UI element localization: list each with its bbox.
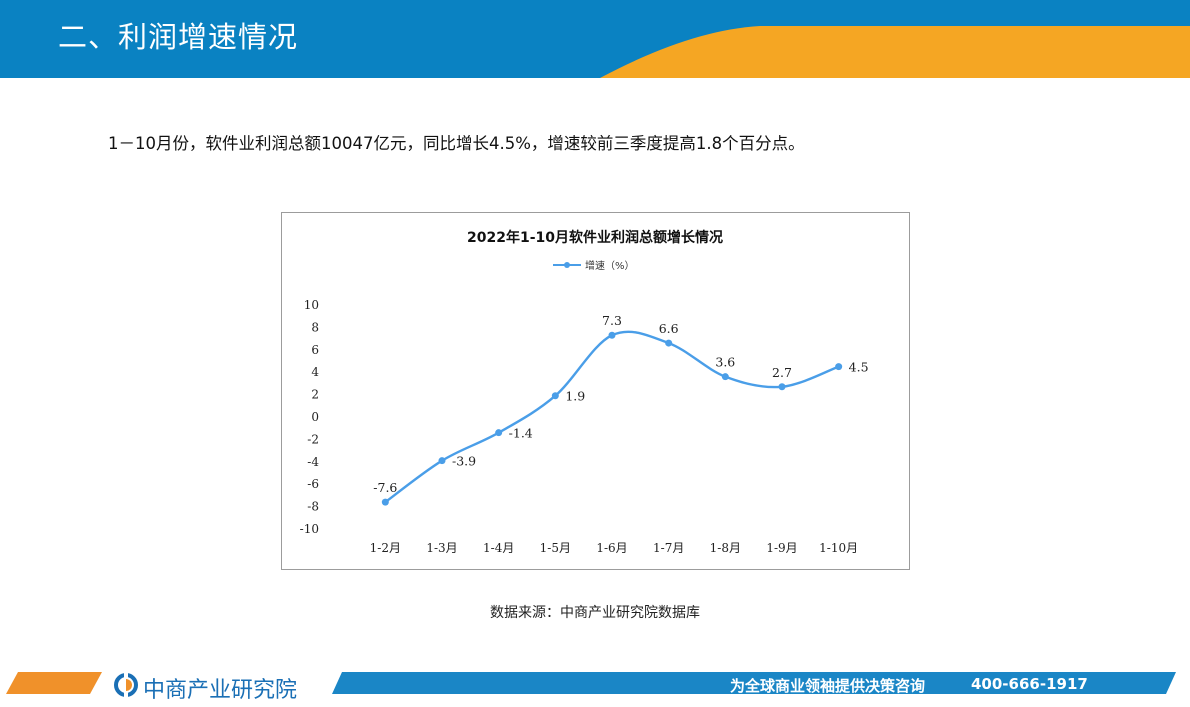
x-tick-label: 1-2月 <box>370 541 401 555</box>
logo-text: 中商产业研究院 <box>143 678 298 703</box>
data-label: -3.9 <box>452 454 476 469</box>
y-tick-label: -6 <box>307 477 319 491</box>
legend-label: 增速（%） <box>585 259 635 272</box>
x-tick-label: 1-9月 <box>766 541 797 555</box>
series-line-group <box>381 330 843 506</box>
x-tick-label: 1-10月 <box>819 541 858 555</box>
data-label: 6.6 <box>659 321 679 336</box>
data-point <box>381 498 389 506</box>
legend-marker <box>564 262 570 268</box>
header-band <box>0 0 1190 78</box>
data-point <box>495 429 503 437</box>
y-tick-label: 2 <box>311 388 319 402</box>
data-point <box>835 363 843 371</box>
zhongshang-logo-icon <box>114 673 138 697</box>
data-point <box>551 392 559 400</box>
line-chart: 2022年1-10月软件业利润总额增长情况 增速（%） 10 8 6 4 2 0 -2 -4 -… <box>300 229 869 555</box>
data-point <box>438 457 446 465</box>
data-label: 3.6 <box>715 355 735 370</box>
data-label: -1.4 <box>509 426 533 441</box>
page-title: 二、利润增速情况 <box>58 20 299 54</box>
series-line <box>384 330 840 504</box>
header-background <box>0 0 1190 78</box>
y-tick-label: -4 <box>307 455 319 469</box>
y-tick-label: 8 <box>311 320 319 334</box>
chart-legend: 增速（%） <box>553 259 635 272</box>
data-label: 2.7 <box>772 365 792 380</box>
data-point <box>665 339 673 347</box>
footer-phone: 400-666-1917 <box>971 675 1088 693</box>
summary-text: 1－10月份，软件业利润总额10047亿元，同比增长4.5%，增速较前三季度提高… <box>108 134 805 153</box>
y-tick-label: -2 <box>307 432 319 446</box>
footer-orange-chevron <box>6 672 102 694</box>
x-tick-label: 1-5月 <box>540 541 571 555</box>
data-point <box>778 383 786 391</box>
y-axis: 10 8 6 4 2 0 -2 -4 -6 -8 -10 <box>300 298 320 536</box>
data-label: -7.6 <box>373 480 397 495</box>
y-tick-label: -8 <box>307 500 319 514</box>
x-tick-label: 1-7月 <box>653 541 684 555</box>
data-label: 4.5 <box>849 360 869 375</box>
footer-background <box>6 672 1176 697</box>
footer-blue-bar <box>332 672 1176 694</box>
header-orange-wave <box>600 26 1190 78</box>
chart-title: 2022年1-10月软件业利润总额增长情况 <box>467 229 723 246</box>
x-tick-label: 1-6月 <box>596 541 627 555</box>
y-tick-label: 6 <box>311 343 319 357</box>
data-labels: -7.6 -3.9 -1.4 1.9 7.3 6.6 3.6 2.7 4.5 <box>373 313 868 495</box>
chart-frame: 2022年1-10月软件业利润总额增长情况 增速（%） 10 8 6 4 2 0 -2 -4 -… <box>281 212 910 570</box>
data-source: 数据来源：中商产业研究院数据库 <box>490 605 700 621</box>
footer-slogan: 为全球商业领袖提供决策咨询 <box>730 677 926 695</box>
y-tick-label: 10 <box>304 298 319 312</box>
x-axis: 1-2月 1-3月 1-4月 1-5月 1-6月 1-7月 1-8月 1-9月 1-10月 <box>370 541 858 555</box>
data-point <box>608 331 616 339</box>
y-tick-label: 0 <box>311 410 319 424</box>
y-tick-label: 4 <box>311 365 319 379</box>
x-tick-label: 1-3月 <box>426 541 457 555</box>
y-tick-label: -10 <box>300 522 319 536</box>
footer-bar <box>0 668 1190 707</box>
data-point <box>721 373 729 381</box>
data-label: 1.9 <box>565 389 585 404</box>
x-tick-label: 1-8月 <box>710 541 741 555</box>
data-label: 7.3 <box>602 313 622 328</box>
x-tick-label: 1-4月 <box>483 541 514 555</box>
